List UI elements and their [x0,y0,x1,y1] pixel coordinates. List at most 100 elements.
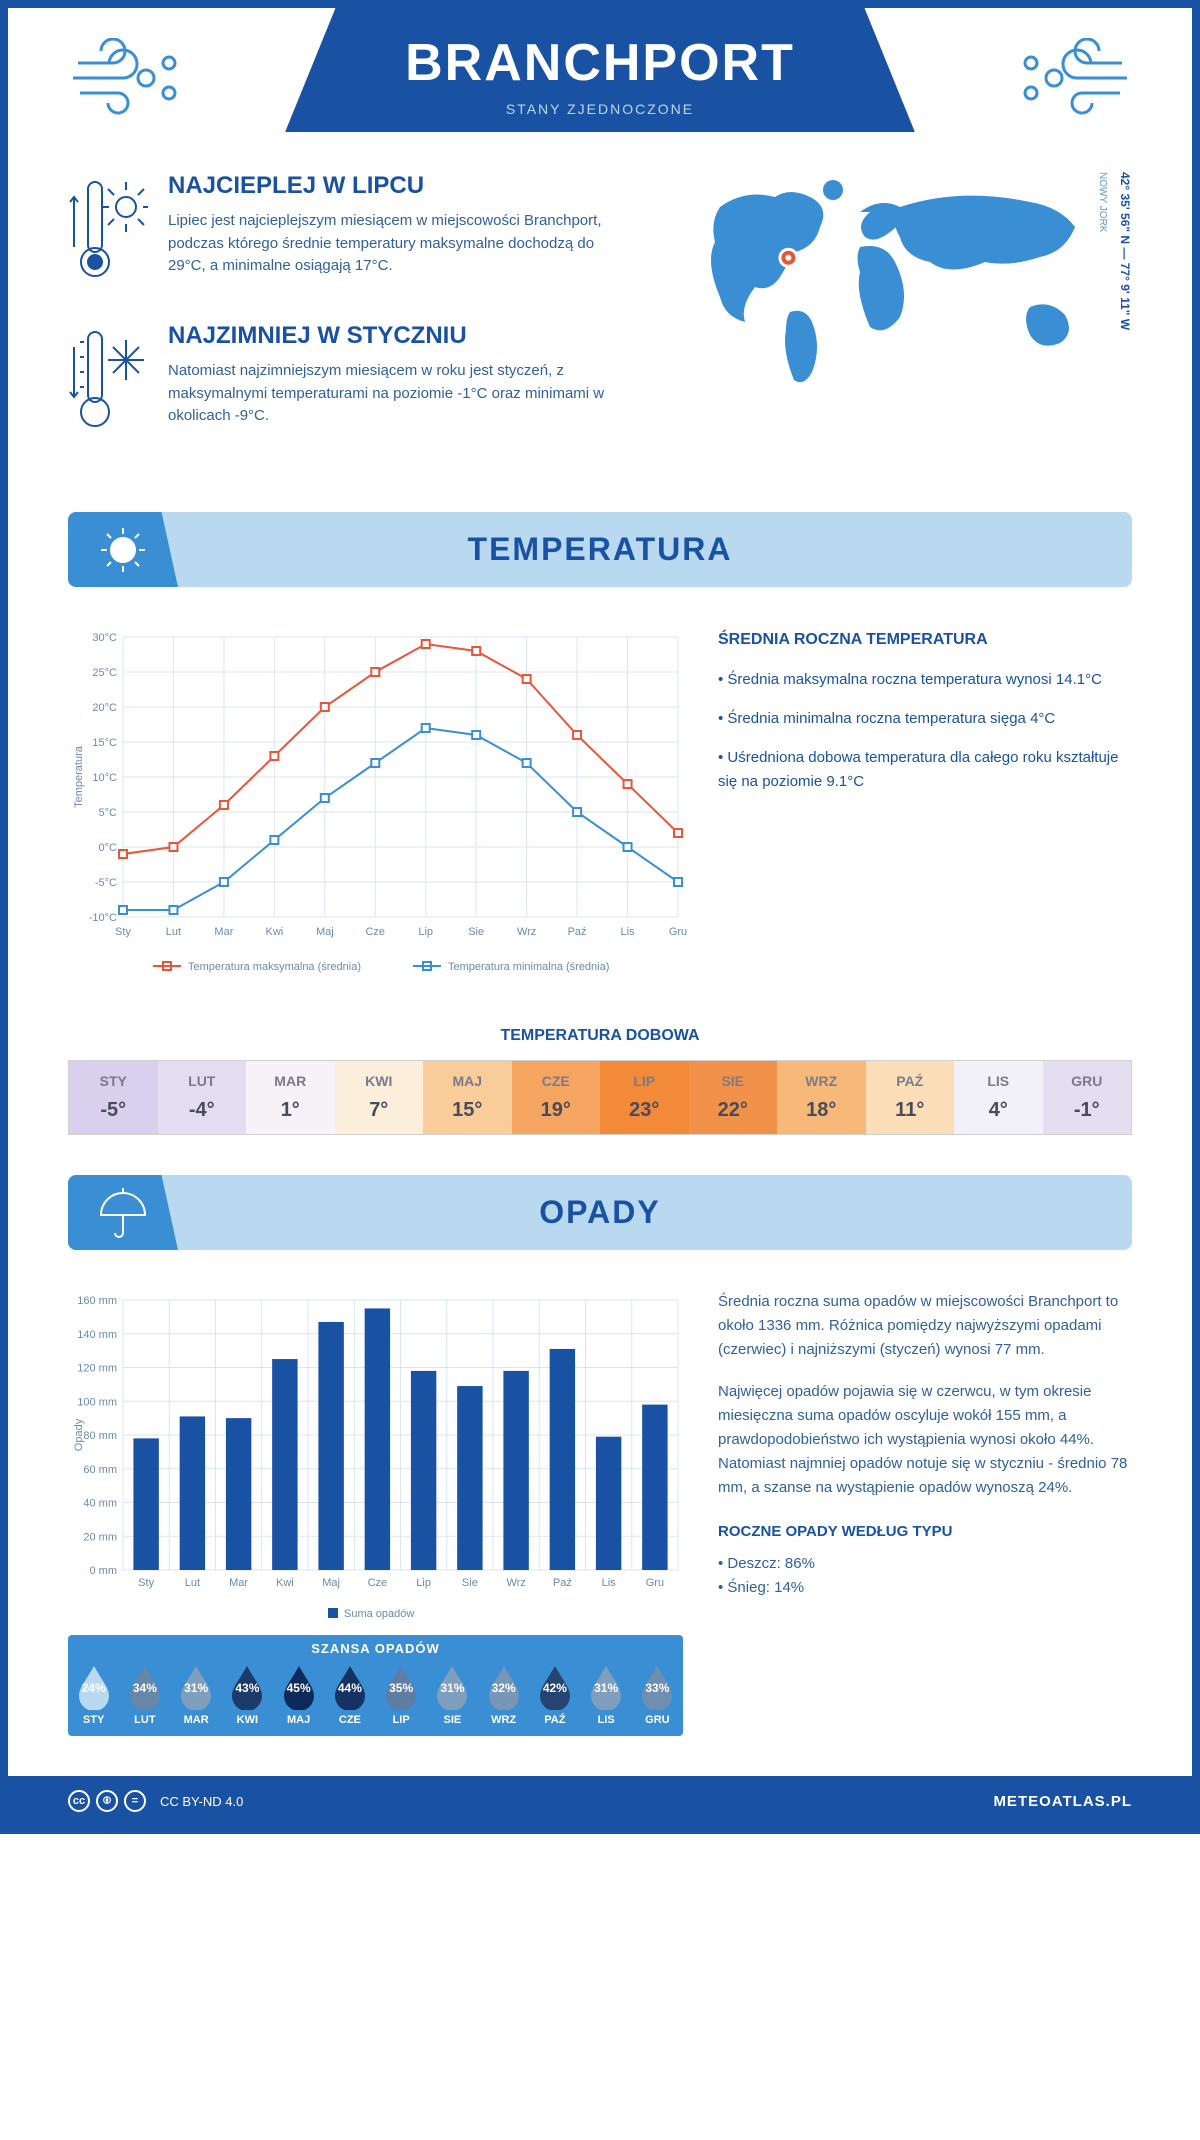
svg-text:60 mm: 60 mm [83,1464,117,1476]
daily-month: LIP [600,1073,689,1089]
chance-value: 35% [389,1681,413,1695]
precip-by-type-heading: ROCZNE OPADY WEDŁUG TYPU [718,1520,1132,1544]
svg-text:140 mm: 140 mm [77,1329,117,1341]
chance-value: 43% [235,1681,259,1695]
chance-month: PAŹ [529,1714,580,1726]
svg-text:40 mm: 40 mm [83,1498,117,1510]
raindrop-icon: 34% [126,1662,164,1710]
header: BRANCHPORT STANY ZJEDNOCZONE [8,8,1192,152]
daily-cell: GRU -1° [1043,1061,1132,1134]
region-label: NOWY JORK [1097,172,1108,330]
hottest-text: Lipiec jest najcieplejszym miesiącem w m… [168,210,635,278]
chance-cell: 35% LIP [376,1662,427,1726]
raindrop-icon: 24% [75,1662,113,1710]
svg-text:0°C: 0°C [99,842,118,854]
daily-month: SIE [689,1073,778,1089]
chance-month: WRZ [478,1714,529,1726]
svg-text:10°C: 10°C [92,772,117,784]
svg-text:Wrz: Wrz [506,1577,525,1589]
chance-cell: 44% CZE [324,1662,375,1726]
coldest-text: Natomiast najzimniejszym miesiącem w rok… [168,360,635,428]
daily-value: -4° [158,1099,247,1122]
header-title-banner: BRANCHPORT STANY ZJEDNOCZONE [285,8,915,132]
precip-type-item: • Deszcz: 86% [718,1552,1132,1576]
wind-icon-left [68,38,188,118]
svg-text:Cze: Cze [365,926,385,938]
svg-text:160 mm: 160 mm [77,1295,117,1307]
precip-paragraphs: Średnia roczna suma opadów w miejscowośc… [718,1290,1132,1500]
chance-value: 32% [492,1681,516,1695]
svg-text:25°C: 25°C [92,667,117,679]
daily-cell: PAŹ 11° [866,1061,955,1134]
chance-cell: 31% SIE [427,1662,478,1726]
chance-month: SIE [427,1714,478,1726]
chance-cell: 34% LUT [119,1662,170,1726]
annual-bullet: • Średnia minimalna roczna temperatura s… [718,707,1132,731]
svg-text:Sty: Sty [115,926,131,938]
raindrop-icon: 42% [536,1662,574,1710]
daily-value: 15° [423,1099,512,1122]
chance-month: CZE [324,1714,375,1726]
svg-text:15°C: 15°C [92,737,117,749]
svg-text:Lut: Lut [166,926,181,938]
precipitation-banner-title: OPADY [178,1194,1132,1231]
daily-month: CZE [512,1073,601,1089]
daily-cell: MAJ 15° [423,1061,512,1134]
chance-month: MAR [171,1714,222,1726]
daily-month: KWI [335,1073,424,1089]
license-text: CC BY-ND 4.0 [160,1794,243,1809]
svg-text:0 mm: 0 mm [90,1565,118,1577]
thermometer-cold-icon [68,322,148,442]
svg-text:Temperatura minimalna (średnia: Temperatura minimalna (średnia) [448,961,609,973]
daily-value: 22° [689,1099,778,1122]
svg-text:-10°C: -10°C [89,912,117,924]
svg-text:100 mm: 100 mm [77,1396,117,1408]
daily-cell: WRZ 18° [777,1061,866,1134]
page-title: BRANCHPORT [405,33,795,93]
svg-text:Maj: Maj [322,1577,340,1589]
daily-month: MAJ [423,1073,512,1089]
daily-value: -5° [69,1099,158,1122]
sun-icon [98,525,148,575]
intro-section: NAJCIEPLEJ W LIPCU Lipiec jest najcieple… [8,152,1192,512]
chance-value: 42% [543,1681,567,1695]
daily-month: LIS [954,1073,1043,1089]
raindrop-icon: 43% [228,1662,266,1710]
chance-value: 45% [287,1681,311,1695]
temperature-line-chart: -10°C-5°C0°C5°C10°C15°C20°C25°C30°CStyLu… [68,627,688,987]
svg-text:Sty: Sty [138,1577,154,1589]
svg-text:Lis: Lis [621,926,636,938]
temperature-banner: TEMPERATURA [68,512,1132,587]
daily-cell: LIP 23° [600,1061,689,1134]
chance-month: MAJ [273,1714,324,1726]
svg-text:5°C: 5°C [99,807,118,819]
raindrop-icon: 31% [177,1662,215,1710]
coordinates: 42° 35' 56" N — 77° 9' 11" W [1118,172,1132,330]
hottest-heading: NAJCIEPLEJ W LIPCU [168,172,635,200]
svg-text:Temperatura maksymalna (średni: Temperatura maksymalna (średnia) [188,961,361,973]
chance-cell: 32% WRZ [478,1662,529,1726]
svg-text:20°C: 20°C [92,702,117,714]
daily-month: WRZ [777,1073,866,1089]
chance-value: 31% [184,1681,208,1695]
daily-month: GRU [1043,1073,1132,1089]
chance-month: STY [68,1714,119,1726]
daily-month: MAR [246,1073,335,1089]
raindrop-icon: 33% [638,1662,676,1710]
chance-value: 24% [82,1681,106,1695]
precipitation-bar-chart: 0 mm20 mm40 mm60 mm80 mm100 mm120 mm140 … [68,1290,688,1630]
temperature-section: -10°C-5°C0°C5°C10°C15°C20°C25°C30°CStyLu… [8,587,1192,1007]
precip-by-type-list: • Deszcz: 86%• Śnieg: 14% [718,1552,1132,1600]
svg-text:Sie: Sie [462,1577,478,1589]
chance-value: 33% [645,1681,669,1695]
umbrella-icon [96,1185,151,1240]
svg-text:Paź: Paź [553,1577,572,1589]
hottest-block: NAJCIEPLEJ W LIPCU Lipiec jest najcieple… [68,172,635,292]
daily-value: 4° [954,1099,1043,1122]
daily-cell: LUT -4° [158,1061,247,1134]
daily-temp-title: TEMPERATURA DOBOWA [8,1027,1192,1045]
chance-month: LIS [581,1714,632,1726]
svg-text:Lis: Lis [602,1577,617,1589]
svg-text:Sie: Sie [468,926,484,938]
chance-cell: 24% STY [68,1662,119,1726]
